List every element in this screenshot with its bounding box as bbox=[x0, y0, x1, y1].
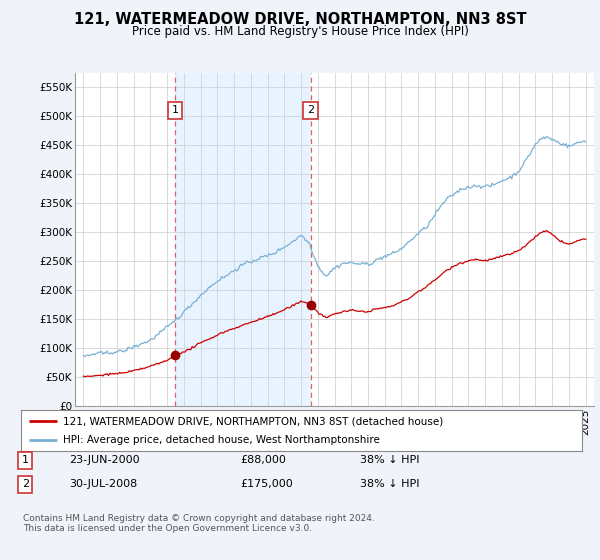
Text: 2: 2 bbox=[22, 479, 29, 489]
Text: 23-JUN-2000: 23-JUN-2000 bbox=[69, 455, 140, 465]
Text: HPI: Average price, detached house, West Northamptonshire: HPI: Average price, detached house, West… bbox=[63, 435, 380, 445]
Text: £175,000: £175,000 bbox=[240, 479, 293, 489]
Text: 38% ↓ HPI: 38% ↓ HPI bbox=[360, 455, 419, 465]
Text: 1: 1 bbox=[22, 455, 29, 465]
Text: 38% ↓ HPI: 38% ↓ HPI bbox=[360, 479, 419, 489]
Text: 30-JUL-2008: 30-JUL-2008 bbox=[69, 479, 137, 489]
Text: 1: 1 bbox=[172, 105, 178, 115]
Text: Price paid vs. HM Land Registry's House Price Index (HPI): Price paid vs. HM Land Registry's House … bbox=[131, 25, 469, 38]
Text: 121, WATERMEADOW DRIVE, NORTHAMPTON, NN3 8ST: 121, WATERMEADOW DRIVE, NORTHAMPTON, NN3… bbox=[74, 12, 526, 27]
Text: 2: 2 bbox=[307, 105, 314, 115]
Text: 121, WATERMEADOW DRIVE, NORTHAMPTON, NN3 8ST (detached house): 121, WATERMEADOW DRIVE, NORTHAMPTON, NN3… bbox=[63, 417, 443, 426]
Text: £88,000: £88,000 bbox=[240, 455, 286, 465]
Text: Contains HM Land Registry data © Crown copyright and database right 2024.
This d: Contains HM Land Registry data © Crown c… bbox=[23, 514, 374, 534]
Bar bbox=[175, 73, 311, 406]
